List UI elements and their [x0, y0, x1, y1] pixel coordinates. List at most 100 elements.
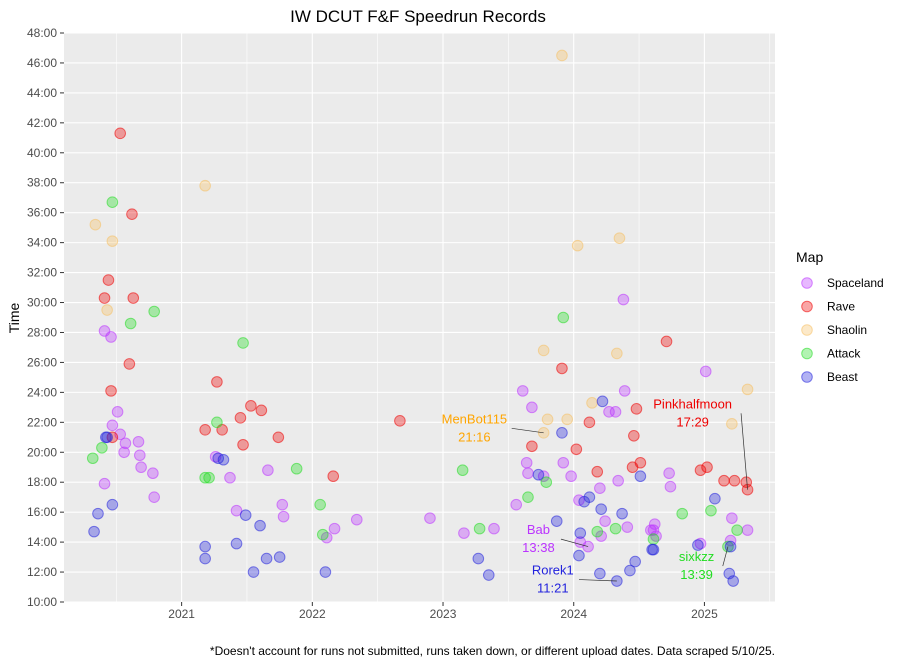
point-attack [203, 471, 215, 484]
x-tick-label: 2023 [430, 607, 457, 621]
legend-key-background [797, 320, 817, 340]
point-spaceland [617, 293, 630, 306]
annotation-time-sixkzz: 13:39 [680, 567, 713, 582]
point-rave [272, 431, 285, 444]
point-shaolin [726, 418, 738, 430]
point-spaceland [118, 446, 130, 459]
y-axis-title: Time [6, 302, 22, 333]
point-spaceland [741, 524, 754, 536]
point-rave [105, 385, 117, 397]
x-axis: 2021 2022 2023 2024 2025 [168, 602, 718, 621]
point-spaceland [458, 527, 470, 539]
point-spaceland [726, 512, 738, 524]
point-beast [616, 507, 628, 520]
point-attack [290, 462, 303, 475]
point-beast [647, 543, 660, 556]
point-attack [705, 504, 717, 517]
point-beast [247, 566, 260, 578]
point-spaceland [135, 461, 147, 474]
point-rave [199, 424, 211, 436]
y-tick-label: 44:00 [27, 86, 57, 100]
annotation-name-sixkzz: sixkzz [679, 549, 714, 564]
point-rave [255, 404, 268, 417]
point-beast [472, 552, 485, 565]
point-beast [199, 540, 211, 553]
point-beast [550, 515, 563, 527]
point-rave [123, 358, 136, 370]
legend: Map Spaceland Rave Shaolin Attack Beast [796, 249, 884, 387]
legend-label-shaolin: Shaolin [827, 323, 867, 337]
legend-marker-beast [801, 371, 813, 383]
point-spaceland [663, 467, 675, 480]
point-spaceland [522, 467, 534, 480]
point-beast [254, 519, 266, 532]
point-rave [234, 412, 247, 424]
point-shaolin [101, 304, 113, 316]
point-spaceland [230, 504, 243, 517]
point-attack [86, 452, 99, 465]
point-rave [628, 429, 640, 442]
annotation-time-rorek1: 11:21 [537, 581, 569, 596]
legend-marker-shaolin [801, 324, 813, 336]
point-attack [314, 498, 326, 511]
annotation-name-rorek1: Rorek1 [532, 563, 574, 578]
point-shaolin [89, 218, 102, 231]
annotation-leader-rorek1 [578, 579, 617, 582]
point-shaolin [556, 49, 568, 62]
point-rave [660, 335, 673, 348]
point-spaceland [276, 498, 289, 511]
point-attack [731, 524, 743, 536]
point-spaceland [424, 512, 436, 524]
point-shaolin [541, 413, 554, 426]
point-beast [727, 575, 739, 587]
point-beast [724, 540, 737, 553]
point-rave [237, 438, 249, 451]
point-rave [718, 474, 730, 487]
annotation-time-pinkhalfmoon: 17:29 [676, 414, 709, 429]
point-spaceland [224, 471, 236, 484]
point-shaolin [613, 232, 626, 244]
point-beast [532, 468, 545, 481]
legend-key-background [797, 273, 817, 293]
point-rave [630, 403, 643, 415]
point-spaceland [147, 467, 159, 480]
point-rave [114, 127, 127, 140]
legend-key-background [797, 296, 817, 317]
y-tick-label: 18:00 [27, 475, 57, 489]
y-tick-label: 20:00 [27, 445, 57, 459]
y-tick-label: 46:00 [27, 56, 57, 70]
y-axis: 10:00 12:00 14:00 16:00 18:00 20:00 22:00 24:00… [27, 26, 64, 609]
legend-key-background [797, 367, 817, 387]
y-tick-label: 32:00 [27, 266, 57, 280]
annotation-leader-menbot115 [511, 427, 544, 434]
point-spaceland [262, 464, 274, 477]
point-attack [237, 337, 249, 349]
data-points [86, 49, 754, 587]
point-beast [482, 569, 495, 581]
minor-gridlines [115, 33, 771, 602]
point-spaceland [510, 498, 523, 511]
y-tick-label: 16:00 [27, 505, 57, 519]
annotation-name-bab: Bab [527, 522, 550, 537]
y-tick-label: 12:00 [27, 565, 57, 579]
annotation-leader-pinkhalfmoon [740, 413, 748, 490]
plot-panel [64, 33, 775, 602]
point-rave [394, 415, 406, 427]
point-beast [273, 551, 286, 563]
point-rave [327, 470, 340, 483]
point-spaceland [350, 513, 363, 526]
point-spaceland [488, 522, 500, 535]
legend-label-attack: Attack [827, 347, 861, 361]
point-rave [245, 400, 257, 412]
point-spaceland [557, 456, 570, 469]
point-attack [473, 522, 486, 535]
point-rave [583, 416, 596, 429]
caption: *Doesn't account for runs not submitted,… [210, 644, 775, 658]
point-beast [88, 525, 100, 538]
point-spaceland [595, 530, 607, 542]
legend-marker-rave [801, 300, 813, 313]
point-beast [624, 564, 636, 577]
point-beast [709, 492, 721, 505]
point-spaceland [106, 419, 119, 432]
